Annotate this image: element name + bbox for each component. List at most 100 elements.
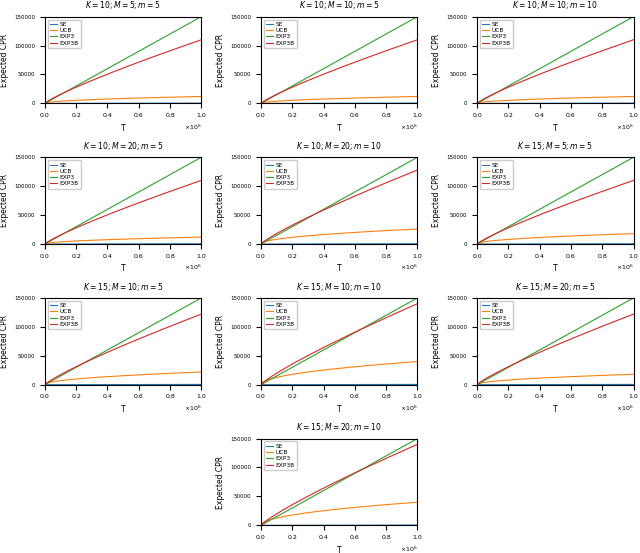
UCB [566,373,574,380]
UCB [474,240,481,247]
Line: UCB: UCB [477,96,634,103]
EXP3 [413,154,421,160]
Title: $K = 15; M = 10; m = 10$: $K = 15; M = 10; m = 10$ [296,280,382,293]
UCB [134,95,142,101]
SE [605,381,613,388]
EXP3B [389,45,397,51]
EXP3 [566,189,573,196]
EXP3B [137,335,145,342]
SE [42,100,49,107]
UCB [350,504,358,511]
UCB [399,359,406,366]
Line: EXP3B: EXP3B [477,314,634,385]
EXP3B [198,177,205,184]
SE [569,381,577,388]
EXP3 [413,295,421,301]
SE [413,241,421,247]
UCB [569,95,577,101]
EXP3B [399,447,406,454]
UCB [569,233,577,239]
EXP3 [42,381,49,388]
EXP3B [257,100,265,106]
EXP3 [615,162,623,169]
EXP3 [474,381,481,388]
SE [134,100,141,107]
UCB [198,234,205,241]
SE [183,381,191,388]
EXP3B [353,58,360,65]
SE [134,100,142,107]
UCB [137,372,145,378]
EXP3 [473,382,481,388]
EXP3B [389,176,397,183]
EXP3 [350,330,358,336]
X-axis label: T: T [337,264,342,273]
X-axis label: T: T [337,546,342,553]
EXP3B [615,182,623,189]
EXP3B [137,199,145,205]
Legend: SE, UCB, EXP3, EXP3B: SE, UCB, EXP3, EXP3B [480,301,513,329]
UCB [350,95,358,101]
SE [257,100,265,107]
UCB [173,93,180,100]
Y-axis label: Expected CPR: Expected CPR [0,33,8,87]
UCB [353,229,360,236]
UCB [399,93,406,100]
UCB [137,95,145,101]
SE [350,100,358,107]
EXP3 [350,49,358,55]
EXP3 [615,302,623,309]
EXP3B [41,100,49,107]
Legend: SE, UCB, EXP3, EXP3B: SE, UCB, EXP3, EXP3B [264,441,297,470]
EXP3B [389,452,397,458]
SE [350,381,358,388]
SE [173,241,180,247]
Y-axis label: Expected CPR: Expected CPR [0,174,8,227]
EXP3B [350,470,358,477]
SE [413,521,421,528]
Title: $K = 10; M = 20; m = 5$: $K = 10; M = 20; m = 5$ [83,140,163,152]
EXP3B [566,200,573,207]
SE [473,241,481,247]
SE [569,241,577,247]
Text: $\times 10^6$: $\times 10^6$ [400,404,417,413]
UCB [198,369,205,375]
EXP3 [198,295,205,301]
EXP3B [473,100,481,107]
EXP3B [183,182,191,189]
EXP3B [350,59,358,66]
EXP3 [605,168,613,174]
EXP3B [134,336,142,342]
Y-axis label: Expected CPR: Expected CPR [216,174,225,227]
EXP3 [183,22,191,28]
X-axis label: T: T [337,405,342,414]
UCB [41,100,49,107]
EXP3B [350,194,358,200]
EXP3B [399,307,406,314]
Line: UCB: UCB [261,96,417,103]
EXP3B [566,336,573,343]
UCB [615,231,623,237]
EXP3B [134,200,142,206]
EXP3 [350,471,358,477]
UCB [257,521,265,528]
EXP3B [566,336,574,342]
EXP3B [350,193,358,200]
UCB [134,372,141,378]
UCB [350,363,358,370]
EXP3B [630,36,637,43]
UCB [173,234,180,241]
Title: $K = 10; M = 20; m = 10$: $K = 10; M = 20; m = 10$ [296,140,382,152]
EXP3 [134,49,142,55]
EXP3 [473,100,481,107]
UCB [566,95,574,101]
UCB [413,499,421,505]
Title: $K = 15; M = 20; m = 5$: $K = 15; M = 20; m = 5$ [515,280,596,293]
SE [389,522,397,529]
SE [183,100,191,107]
UCB [353,363,360,370]
UCB [183,93,191,100]
EXP3B [42,240,49,247]
EXP3 [350,330,358,337]
SE [353,381,360,388]
